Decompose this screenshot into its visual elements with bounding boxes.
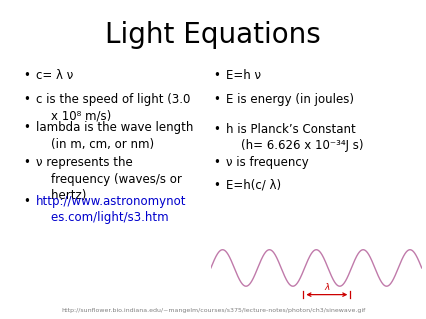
Text: •: • (23, 93, 30, 106)
Text: •: • (213, 69, 220, 82)
Text: h is Planck’s Constant
    (h= 6.626 x 10⁻³⁴J s): h is Planck’s Constant (h= 6.626 x 10⁻³⁴… (226, 123, 363, 152)
Text: lambda is the wave length
    (in m, cm, or nm): lambda is the wave length (in m, cm, or … (36, 121, 193, 151)
Text: •: • (213, 123, 220, 136)
Text: E=h ν: E=h ν (226, 69, 261, 82)
Text: λ: λ (324, 283, 330, 292)
Text: E=h(c/ λ): E=h(c/ λ) (226, 179, 281, 192)
Text: E is energy (in joules): E is energy (in joules) (226, 93, 354, 106)
Text: c is the speed of light (3.0
    x 10⁸ m/s): c is the speed of light (3.0 x 10⁸ m/s) (36, 93, 190, 122)
Text: c= λ ν: c= λ ν (36, 69, 73, 82)
Text: •: • (23, 69, 30, 82)
Text: Light Equations: Light Equations (105, 21, 321, 49)
Text: •: • (213, 93, 220, 106)
Text: •: • (23, 121, 30, 134)
Text: •: • (23, 156, 30, 169)
Text: ν is frequency: ν is frequency (226, 156, 308, 169)
Text: •: • (213, 156, 220, 169)
Text: •: • (23, 195, 30, 208)
Text: http://www.astronomynot
    es.com/light/s3.htm: http://www.astronomynot es.com/light/s3.… (36, 195, 187, 224)
Text: ν represents the
    frequency (waves/s or
    hertz): ν represents the frequency (waves/s or h… (36, 156, 182, 202)
Text: •: • (213, 179, 220, 192)
Text: http://sunflower.bio.indiana.edu/~mangelm/courses/s375/lecture-notes/photon/ch3/: http://sunflower.bio.indiana.edu/~mangel… (61, 308, 365, 313)
